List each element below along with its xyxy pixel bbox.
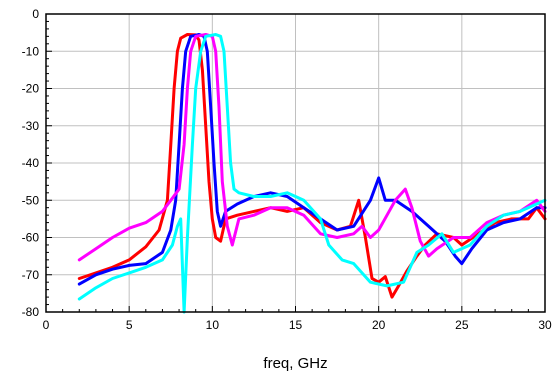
y-tick-label: -60 <box>22 231 40 245</box>
x-tick-label: 15 <box>289 318 303 332</box>
y-tick-label: -80 <box>22 305 40 319</box>
series-line-1 <box>77 33 547 299</box>
x-tick-label: 10 <box>206 318 220 332</box>
x-tick-label: 30 <box>538 318 552 332</box>
plot-series <box>77 33 547 314</box>
series-line-3 <box>77 33 547 262</box>
series-line-2 <box>77 33 547 286</box>
y-tick-label: -30 <box>22 119 40 133</box>
y-tick-label: -70 <box>22 268 40 282</box>
x-tick-label: 0 <box>43 318 50 332</box>
series-line-4 <box>77 33 547 314</box>
grid-lines <box>46 14 545 312</box>
y-tick-label: -10 <box>22 44 40 58</box>
x-tick-label: 25 <box>455 318 469 332</box>
y-tick-label: -20 <box>22 82 40 96</box>
x-axis-title: freq, GHz <box>263 355 327 372</box>
axis-ticks: 0 5 10 15 20 25 30 0 -10 -20 -30 -40 -50 -60 -70 -80 <box>22 7 552 332</box>
y-tick-label: 0 <box>32 7 39 21</box>
x-tick-label: 5 <box>126 318 133 332</box>
y-tick-label: -50 <box>22 193 40 207</box>
x-tick-label: 20 <box>372 318 386 332</box>
y-tick-label: -40 <box>22 156 40 170</box>
